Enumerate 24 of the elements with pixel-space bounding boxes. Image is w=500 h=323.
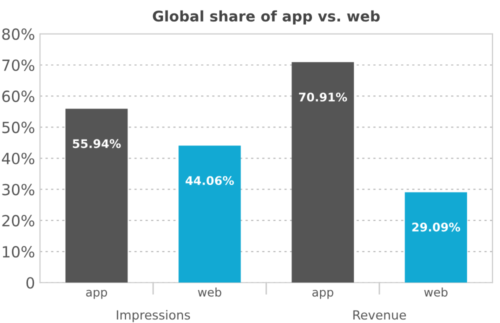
x-tick-label: app [312, 290, 334, 299]
y-tick-label: 40% [2, 152, 34, 164]
y-tick-label: 0 [26, 277, 34, 289]
text: Impressions [116, 310, 190, 322]
data-label: 44.06% [186, 176, 234, 186]
data-label: 55.94% [72, 139, 121, 148]
y-tick-label: 30% [2, 184, 34, 196]
data-label: 29.09% [412, 222, 460, 232]
chart-title: Global share of app vs. web [152, 10, 380, 24]
text: Revenue [353, 310, 406, 320]
bar [404, 192, 468, 283]
y-tick-label: 70% [2, 59, 34, 72]
y-tick-label: 10% [2, 246, 34, 258]
bar [178, 146, 241, 283]
y-tick-label: 20% [2, 214, 34, 226]
x-tick-label: web [198, 287, 222, 297]
bar [292, 62, 354, 283]
x-tick-label: app [86, 290, 108, 299]
y-tick-label: 50% [2, 122, 34, 134]
data-label: 70.91% [299, 92, 348, 102]
x-tick-label: web [424, 287, 448, 297]
y-tick-label: 80% [2, 28, 34, 40]
y-tick-label: 60% [2, 90, 34, 102]
bar [65, 108, 128, 283]
